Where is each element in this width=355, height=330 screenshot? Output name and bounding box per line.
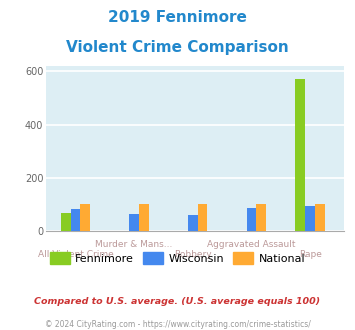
Bar	[247, 208, 256, 231]
Bar	[139, 204, 149, 231]
Text: © 2024 CityRating.com - https://www.cityrating.com/crime-statistics/: © 2024 CityRating.com - https://www.city…	[45, 320, 310, 329]
Text: All Violent Crime: All Violent Crime	[38, 249, 113, 259]
Bar	[71, 209, 80, 231]
Text: Violent Crime Comparison: Violent Crime Comparison	[66, 40, 289, 54]
Text: Murder & Mans...: Murder & Mans...	[95, 240, 173, 249]
Text: Aggravated Assault: Aggravated Assault	[207, 240, 296, 249]
Legend: Fennimore, Wisconsin, National: Fennimore, Wisconsin, National	[45, 248, 310, 268]
Bar	[188, 214, 198, 231]
Bar	[198, 204, 207, 231]
Bar	[129, 214, 139, 231]
Bar	[295, 79, 305, 231]
Text: 2019 Fennimore: 2019 Fennimore	[108, 10, 247, 25]
Bar	[61, 213, 71, 231]
Bar	[80, 204, 90, 231]
Text: Robbery: Robbery	[174, 249, 212, 259]
Text: Compared to U.S. average. (U.S. average equals 100): Compared to U.S. average. (U.S. average …	[34, 297, 321, 306]
Text: Rape: Rape	[299, 249, 322, 259]
Bar	[305, 206, 315, 231]
Bar	[315, 204, 325, 231]
Bar	[256, 204, 266, 231]
